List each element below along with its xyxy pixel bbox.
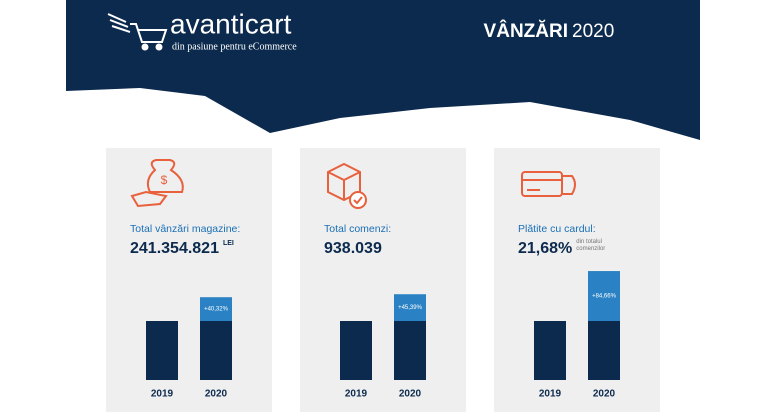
bar-base — [200, 321, 232, 380]
growth-label: +40,32% — [204, 307, 229, 313]
title-year: 2020 — [572, 21, 614, 42]
bar-growth — [588, 271, 620, 321]
year-label: 2020 — [399, 389, 422, 400]
card — [300, 148, 466, 412]
card-suffix: din totalul comenzilor — [576, 239, 605, 252]
card — [106, 148, 272, 412]
card-value: 21,68% — [518, 240, 572, 257]
cards: Total vânzări magazine: 241.354.821 LEI +40… — [106, 148, 660, 412]
bar-base — [534, 321, 566, 380]
tagline: din pasiune pentru eCommerce — [172, 41, 297, 52]
icon-money: $ — [130, 159, 184, 208]
year-label: 2020 — [205, 389, 228, 400]
card-value: 241.354.821 — [130, 240, 219, 257]
bar-base — [146, 321, 178, 380]
bar-growth — [394, 294, 426, 321]
growth-label: +45,39% — [398, 305, 423, 311]
card-suffix: LEI — [223, 240, 234, 247]
svg-text:$: $ — [161, 173, 168, 187]
card-label: Total vânzări magazine: — [130, 223, 240, 235]
bar-base — [394, 321, 426, 380]
brand: avanticart — [170, 8, 292, 39]
header-band — [66, 0, 700, 140]
card — [494, 148, 660, 412]
year-label: 2019 — [345, 389, 368, 400]
logo-icon — [107, 13, 168, 51]
card-label: Total comenzi: — [324, 223, 391, 235]
icon-box — [327, 162, 367, 209]
year-label: 2019 — [151, 389, 174, 400]
year-label: 2019 — [539, 389, 562, 400]
bar-base — [588, 321, 620, 380]
year-label: 2020 — [593, 389, 616, 400]
title-bold: VÂNZĂRI — [484, 20, 568, 42]
growth-label: +84,66% — [592, 294, 617, 300]
card-label: Plătite cu cardul: — [518, 223, 596, 235]
bar-growth — [200, 297, 232, 321]
card-value: 938.039 — [324, 240, 382, 257]
icon-card — [521, 171, 576, 197]
bar-base — [340, 321, 372, 380]
